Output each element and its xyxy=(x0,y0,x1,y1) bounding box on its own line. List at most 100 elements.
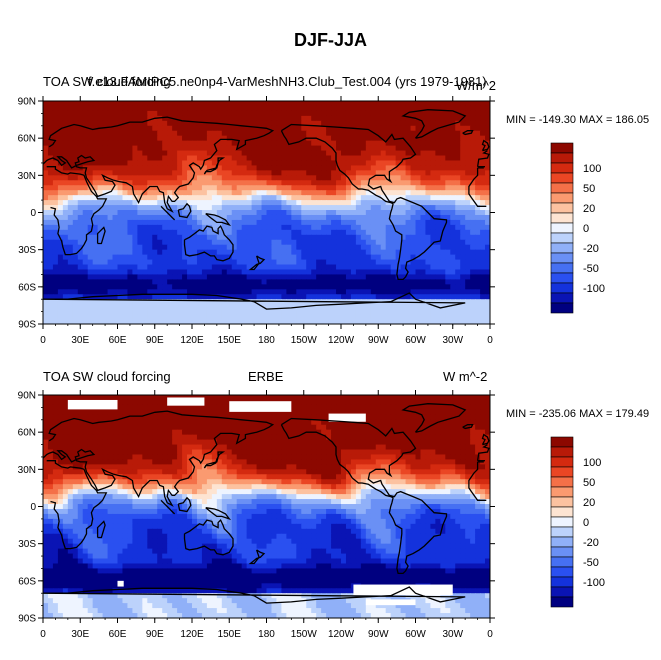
field-cell xyxy=(112,224,119,231)
field-cell xyxy=(196,404,203,411)
field-cell xyxy=(261,135,268,142)
field-cell xyxy=(480,424,486,431)
field-cell xyxy=(470,155,476,162)
field-cell xyxy=(465,115,471,122)
field-cell xyxy=(296,309,302,315)
field-cell xyxy=(117,424,124,431)
field-cell xyxy=(380,439,387,446)
field-cell xyxy=(415,414,422,421)
field-cell xyxy=(132,395,138,401)
field-cell xyxy=(112,259,119,266)
field-cell xyxy=(97,101,104,107)
field-cell xyxy=(97,135,104,142)
field-cell xyxy=(177,414,183,421)
field-cell xyxy=(177,244,183,251)
field-cell xyxy=(415,319,422,324)
field-cell xyxy=(336,210,342,216)
field-cell xyxy=(321,120,327,127)
field-cell xyxy=(341,195,347,201)
field-cell xyxy=(97,224,104,231)
field-cell xyxy=(251,185,258,191)
field-cell xyxy=(336,115,342,122)
field-cell xyxy=(266,409,273,416)
field-cell xyxy=(127,200,133,206)
field-cell xyxy=(147,254,153,261)
field-cell xyxy=(341,304,347,310)
field-cell xyxy=(43,185,49,191)
field-cell xyxy=(82,214,89,221)
field-cell xyxy=(475,434,481,441)
field-cell xyxy=(375,304,382,310)
field-cell xyxy=(192,140,198,147)
field-cell xyxy=(291,254,297,261)
field-cell xyxy=(360,214,367,221)
field-cell xyxy=(306,249,312,256)
field-cell xyxy=(162,190,168,196)
field-cell xyxy=(167,210,173,216)
field-cell xyxy=(162,284,168,290)
field-cell xyxy=(127,110,133,117)
field-cell xyxy=(286,309,292,315)
field-cell xyxy=(316,264,322,271)
field-cell xyxy=(485,294,490,300)
field-cell xyxy=(246,190,253,196)
field-cell xyxy=(77,234,84,241)
field-cell xyxy=(226,115,233,122)
field-cell xyxy=(266,269,273,276)
field-cell xyxy=(296,175,302,181)
field-cell xyxy=(405,110,412,117)
field-cell xyxy=(221,234,228,241)
field-cell xyxy=(291,205,297,211)
field-cell xyxy=(286,304,292,310)
field-cell xyxy=(296,140,302,147)
field-cell xyxy=(370,274,377,280)
field-cell xyxy=(266,101,273,107)
field-cell xyxy=(435,160,441,167)
field-cell xyxy=(211,200,218,206)
field-cell xyxy=(72,429,79,436)
field-cell xyxy=(122,399,129,406)
field-cell xyxy=(375,140,382,147)
field-cell xyxy=(102,419,109,426)
field-cell xyxy=(380,284,387,290)
field-cell xyxy=(187,304,193,310)
field-cell xyxy=(385,309,392,315)
field-cell xyxy=(127,439,133,446)
field-cell xyxy=(485,115,490,122)
field-cell xyxy=(321,424,327,431)
field-cell xyxy=(420,395,427,401)
field-cell xyxy=(77,135,84,142)
field-cell xyxy=(395,269,402,276)
field-cell xyxy=(430,170,436,176)
field-cell xyxy=(286,294,292,300)
field-cell xyxy=(241,110,248,117)
field-cell xyxy=(226,170,233,176)
field-cell xyxy=(256,309,263,315)
field-cell xyxy=(475,259,481,266)
field-cell xyxy=(97,200,104,206)
field-cell xyxy=(350,115,357,122)
field-cell xyxy=(132,190,138,196)
field-cell xyxy=(296,244,302,251)
field-cell xyxy=(455,130,461,137)
field-cell xyxy=(251,170,258,176)
field-cell xyxy=(187,424,193,431)
field-cell xyxy=(196,160,203,167)
field-cell xyxy=(440,409,446,416)
field-cell xyxy=(296,170,302,176)
field-cell xyxy=(167,175,173,181)
field-cell xyxy=(480,224,486,231)
field-cell xyxy=(236,434,243,441)
field-cell xyxy=(360,259,367,266)
field-cell xyxy=(122,279,129,285)
field-cell xyxy=(226,210,233,216)
field-cell xyxy=(390,284,397,290)
field-cell xyxy=(52,175,59,181)
field-cell xyxy=(345,249,352,256)
field-cell xyxy=(221,284,228,290)
field-cell xyxy=(256,234,263,241)
field-cell xyxy=(360,284,367,290)
field-cell xyxy=(241,254,248,261)
field-cell xyxy=(430,150,436,157)
field-cell xyxy=(67,419,74,426)
